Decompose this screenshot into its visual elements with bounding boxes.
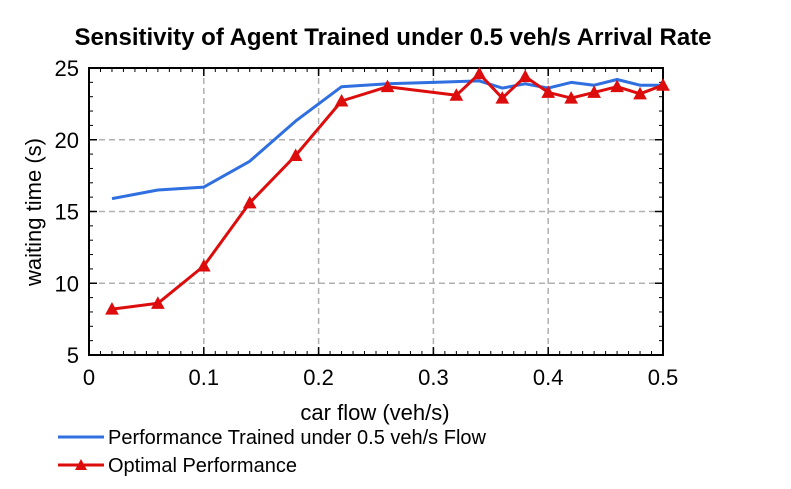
chart-title: Sensitivity of Agent Trained under 0.5 v… [74,24,711,51]
data-point-1 [656,78,670,91]
data-point-1 [380,79,395,93]
x-axis-label: car flow (veh/s) [300,400,449,425]
data-point-1 [518,69,533,83]
x-tick-label: 0.4 [533,365,564,390]
y-tick-label: 10 [55,271,79,296]
legend-entry-optimal: Optimal Performance [58,455,297,477]
y-tick-label: 20 [55,128,79,153]
series-line-0 [111,78,663,201]
data-point-1 [633,86,647,100]
legend-entry-trained: Performance Trained under 0.5 veh/s Flow [58,427,487,449]
x-tick-label: 0.2 [303,365,334,390]
legend-label-trained: Performance Trained under 0.5 veh/s Flow [108,427,487,449]
data-point-1 [288,148,303,162]
data-point-1 [495,91,510,104]
legend: Performance Trained under 0.5 veh/s Flow… [58,427,487,477]
data-point-1 [196,258,211,272]
legend-marker-optimal [75,459,87,470]
data-point-1 [472,66,487,80]
ticks: 0 0.1 0.2 0.3 0.4 0.5 5 10 15 20 25 [55,56,679,390]
data-point-1 [564,91,579,104]
plot-frame [88,67,664,356]
x-tick-label: 0.3 [418,365,449,390]
legend-label-optimal: Optimal Performance [108,455,297,477]
x-tick-label: 0 [83,365,95,390]
y-tick-label: 15 [55,200,79,225]
data-point-1 [334,93,349,107]
data-point-1 [105,302,119,315]
data-point-1 [151,296,165,309]
x-tick-label: 0.5 [648,365,679,390]
series-line-1 [111,72,664,311]
data-point-1 [587,85,601,98]
data-point-1 [610,79,624,93]
data-point-1 [541,85,556,98]
y-tick-label: 25 [55,56,79,81]
series-layer [105,66,670,315]
data-point-1 [449,88,464,101]
y-axis-label: waiting time (s) [21,138,46,287]
data-point-1 [242,195,257,209]
y-tick-label: 5 [67,343,79,368]
x-tick-label: 0.1 [189,365,220,390]
grid [89,68,663,355]
